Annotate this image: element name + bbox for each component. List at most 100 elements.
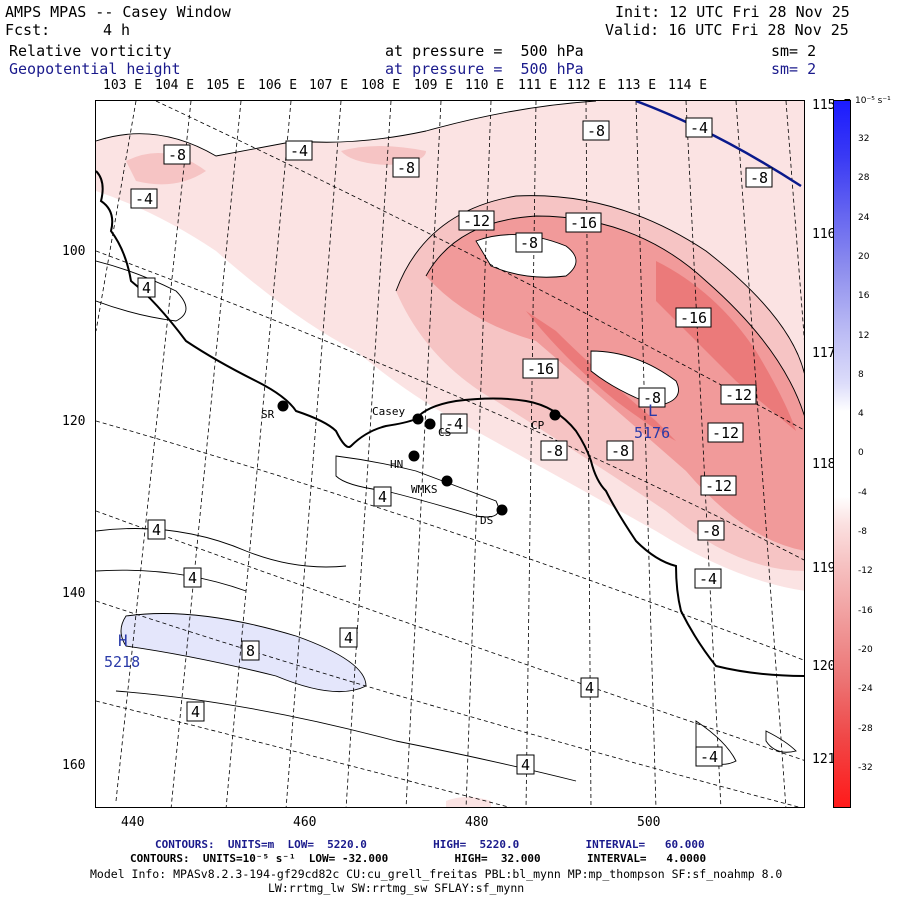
contour-label: 8 bbox=[241, 640, 260, 661]
svg-text:-8: -8 bbox=[587, 122, 605, 140]
top-lon-label: 110 E bbox=[465, 78, 505, 93]
forecast-hours: 4 h bbox=[103, 21, 131, 39]
svg-text:-4: -4 bbox=[290, 142, 308, 160]
y-tick-label: 100 bbox=[62, 244, 86, 259]
x-tick-label: 480 bbox=[465, 815, 489, 830]
svg-text:-8: -8 bbox=[611, 442, 629, 460]
field1-name: Relative vorticity bbox=[9, 42, 172, 60]
station-label: HN bbox=[390, 458, 403, 471]
footer-vorticity-contours: CONTOURS: UNITS=10⁻⁵ s⁻¹ LOW= -32.000 HI… bbox=[130, 852, 707, 865]
station-hn[interactable]: HN bbox=[390, 450, 420, 472]
svg-text:-16: -16 bbox=[680, 309, 707, 327]
top-lon-label: 108 E bbox=[361, 78, 401, 93]
top-lon-label: 109 E bbox=[414, 78, 454, 93]
map-panel[interactable]: -8 -4 -8 -4 -4 -8 -12 -16 -8 -8 -16 -16 -8 -12 -12 -4 -8… bbox=[95, 100, 805, 808]
top-lon-label: 111 E bbox=[518, 78, 558, 93]
svg-text:-12: -12 bbox=[725, 386, 752, 404]
svg-text:-4: -4 bbox=[690, 119, 708, 137]
station-dot bbox=[412, 413, 424, 425]
field1-smoothing: sm= 2 bbox=[771, 42, 817, 60]
map-title: AMPS MPAS -- Casey Window bbox=[5, 3, 231, 21]
station-dot bbox=[441, 475, 453, 487]
station-ds[interactable]: DS bbox=[480, 504, 508, 528]
top-lon-label: 113 E bbox=[617, 78, 657, 93]
contour-label: -12 bbox=[707, 422, 744, 443]
latitude-gridlines bbox=[96, 101, 804, 807]
y-tick-label: 140 bbox=[62, 586, 86, 601]
top-lon-label: 112 E bbox=[567, 78, 607, 93]
x-tick-label: 500 bbox=[637, 815, 661, 830]
station-cs[interactable]: CS bbox=[424, 418, 452, 440]
station-dot bbox=[424, 418, 436, 430]
contour-label: 4 bbox=[339, 627, 358, 648]
footer-radiation-info: LW:rrtmg_lw SW:rrtmg_sw SFLAY:sf_mynn bbox=[268, 881, 525, 895]
svg-text:-12: -12 bbox=[712, 424, 739, 442]
station-cp[interactable]: CP bbox=[531, 409, 561, 433]
contour-label: -8 bbox=[638, 387, 666, 408]
svg-text:-8: -8 bbox=[750, 169, 768, 187]
svg-text:4: 4 bbox=[191, 703, 200, 721]
svg-text:-8: -8 bbox=[545, 442, 563, 460]
contour-label: 4 bbox=[147, 519, 166, 540]
contour-label: -8 bbox=[392, 157, 420, 178]
contour-label: -16 bbox=[675, 307, 712, 328]
svg-text:-16: -16 bbox=[570, 214, 597, 232]
station-dot bbox=[549, 409, 561, 421]
contour-label: -12 bbox=[720, 384, 757, 405]
colorbar-tick-label: 0 bbox=[858, 448, 864, 459]
station-sr[interactable]: SR bbox=[261, 400, 289, 422]
station-wmks[interactable]: WMKS bbox=[411, 475, 453, 497]
station-dot bbox=[496, 504, 508, 516]
svg-text:-4: -4 bbox=[445, 415, 463, 433]
colorbar-tick-label: 20 bbox=[858, 251, 870, 262]
top-lon-label: 105 E bbox=[206, 78, 246, 93]
colorbar-tick-label: -4 bbox=[858, 487, 867, 498]
contour-label: 4 bbox=[183, 567, 202, 588]
station-label: CS bbox=[438, 426, 451, 439]
svg-text:-4: -4 bbox=[135, 190, 153, 208]
y-tick-label: 120 bbox=[62, 414, 86, 429]
station-label: WMKS bbox=[411, 483, 438, 496]
contour-label: -8 bbox=[582, 120, 610, 141]
colorbar-unit: 10⁻⁵ s⁻¹ bbox=[855, 96, 891, 106]
svg-text:-8: -8 bbox=[643, 389, 661, 407]
svg-text:-8: -8 bbox=[168, 146, 186, 164]
field2-name: Geopotential height bbox=[9, 60, 181, 78]
footer-model-info: Model Info: MPASv8.2.3-194-gf29cd82c CU:… bbox=[90, 867, 783, 881]
colorbar-tick-label: 4 bbox=[858, 409, 864, 420]
svg-text:-8: -8 bbox=[397, 159, 415, 177]
contour-label: -8 bbox=[515, 232, 543, 253]
svg-text:4: 4 bbox=[142, 279, 151, 297]
colorbar-tick-label: -16 bbox=[858, 605, 873, 616]
high-symbol: H bbox=[118, 631, 128, 650]
vorticity-shading bbox=[96, 101, 804, 807]
station-casey[interactable]: Casey bbox=[372, 405, 424, 425]
svg-text:-4: -4 bbox=[699, 570, 717, 588]
contour-label: 4 bbox=[137, 277, 156, 298]
svg-text:-12: -12 bbox=[705, 477, 732, 495]
top-lon-label: 103 E bbox=[103, 78, 143, 93]
contour-label: -4 bbox=[694, 568, 722, 589]
svg-text:-4: -4 bbox=[700, 748, 718, 766]
colorbar-tick-label: -20 bbox=[858, 644, 873, 655]
contour-label: -12 bbox=[700, 475, 737, 496]
colorbar-tick-label: -12 bbox=[858, 566, 873, 577]
colorbar-tick-label: -32 bbox=[858, 762, 873, 773]
top-lon-label: 104 E bbox=[155, 78, 195, 93]
low-symbol: L bbox=[648, 401, 658, 420]
station-label: DS bbox=[480, 514, 493, 527]
field2-pressure: at pressure = 500 hPa bbox=[385, 60, 584, 78]
contour-label: -8 bbox=[540, 440, 568, 461]
x-tick-label: 460 bbox=[293, 815, 317, 830]
vorticity-contours bbox=[96, 101, 804, 782]
colorbar-tick-label: 32 bbox=[858, 134, 870, 144]
contour-label: -4 bbox=[285, 140, 313, 161]
contour-label: -4 bbox=[685, 117, 713, 138]
contour-label: -4 bbox=[130, 188, 158, 209]
colorbar bbox=[833, 100, 851, 808]
svg-text:4: 4 bbox=[585, 679, 594, 697]
contour-label: 4 bbox=[186, 701, 205, 722]
colorbar-tick-label: -28 bbox=[858, 723, 873, 734]
x-tick-label: 440 bbox=[121, 815, 145, 830]
colorbar-tick-label: 24 bbox=[858, 212, 870, 223]
